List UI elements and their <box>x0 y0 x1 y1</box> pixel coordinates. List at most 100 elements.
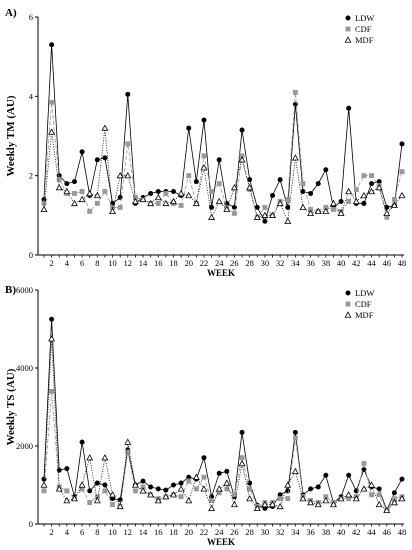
panel-a-point-cdf <box>231 210 237 216</box>
panel-a-point-ldw <box>71 179 77 185</box>
panel-b-point-ldw <box>239 429 245 435</box>
panel-b-point-mdf <box>86 454 94 461</box>
panel-b-x-tick-label: 48 <box>398 527 407 537</box>
panel-a-x-tick-label: 48 <box>398 258 407 268</box>
panel-a-point-mdf <box>116 172 124 179</box>
panel-a-point-ldw <box>209 204 215 210</box>
panel-b-y-tick-label: 4000 <box>16 363 33 373</box>
panel-a-legend-label-mdf: MDF <box>355 35 374 45</box>
panel-a-point-mdf <box>345 187 353 195</box>
panel-a-point-mdf <box>390 201 398 209</box>
panel-b-point-ldw <box>308 486 314 492</box>
panel-a-legend-marker-mdf <box>344 36 352 43</box>
panel-a-point-mdf <box>70 199 78 207</box>
panel-a-point-cdf <box>285 197 291 202</box>
panel-b-point-ldw <box>399 476 405 482</box>
panel-a-point-ldw <box>155 189 161 195</box>
panel-a-legend-label-cdf: CDF <box>355 24 372 34</box>
panel-a-point-ldw <box>125 91 131 97</box>
panel-a-point-ldw <box>94 157 100 163</box>
panel-a-point-mdf <box>223 205 231 213</box>
panel-a-y-tick-label: 0 <box>29 250 33 260</box>
panel-a-x-tick-label: 46 <box>383 258 392 268</box>
panel-b-point-ldw <box>315 484 321 490</box>
panel-b-point-mdf <box>261 500 269 508</box>
panel-b-x-tick-label: 28 <box>245 527 254 537</box>
panel-b-point-ldw <box>102 482 108 488</box>
panel-b-x-tick-label: 30 <box>261 527 270 537</box>
panel-a-point-mdf <box>253 213 261 220</box>
panel-b-x-tick-label: 18 <box>169 527 178 537</box>
panel-b-x-tick-label: 2 <box>49 527 53 537</box>
panel-a-point-mdf <box>185 191 193 199</box>
panel-b-point-cdf <box>224 486 230 492</box>
panel-b-point-mdf <box>345 491 353 498</box>
panel-b-point-mdf <box>291 467 299 474</box>
panel-a-point-ldw <box>239 127 245 133</box>
panel-b-point-ldw <box>79 439 85 445</box>
panel-b-point-ldw <box>148 484 154 490</box>
panel-b-point-cdf <box>110 502 116 507</box>
panel-a-point-ldw <box>102 155 108 161</box>
panel-a-point-cdf <box>94 200 100 206</box>
panel-a-point-cdf <box>216 181 222 187</box>
panel-b-point-mdf <box>147 491 155 498</box>
panel-a-x-tick-label: 22 <box>200 258 209 268</box>
panel-a-x-tick-label: 4 <box>65 258 70 268</box>
panel-a-point-mdf <box>238 156 246 163</box>
panel-b-point-cdf <box>87 500 93 506</box>
panel-a-point-cdf <box>353 187 359 193</box>
panel-b-point-ldw <box>87 488 93 494</box>
panel-b-point-mdf <box>276 502 284 510</box>
panel-a-y-tick-label: 4 <box>29 91 34 101</box>
panel-b-point-cdf <box>231 492 237 498</box>
panel-a-point-mdf <box>200 164 208 171</box>
panel-a-x-tick-label: 34 <box>291 258 300 268</box>
panel-b-legend-marker-mdf <box>344 311 352 318</box>
panel-b-legend-label-mdf: MDF <box>355 310 374 320</box>
panel-a-point-cdf <box>201 153 207 159</box>
panel-b-point-cdf <box>125 449 131 455</box>
panel-a-point-ldw <box>346 105 352 111</box>
panel-b-point-ldw <box>346 472 352 478</box>
panel-a-point-mdf <box>109 207 117 215</box>
panel-a-point-cdf <box>209 189 215 194</box>
panel-a-point-mdf <box>192 199 200 207</box>
panel-a-point-ldw <box>231 204 237 210</box>
panel-a-point-mdf <box>307 209 315 216</box>
panel-b-point-mdf <box>170 491 177 498</box>
panel-b-x-tick-label: 32 <box>276 527 285 537</box>
panel-b-point-cdf <box>292 435 298 441</box>
panel-b-point-mdf <box>337 495 345 502</box>
panel-a-legend-marker-ldw <box>345 15 351 21</box>
panel-b-x-tick-label: 20 <box>184 527 193 537</box>
panel-b-legend-marker-cdf <box>345 301 351 307</box>
panel-b-point-mdf <box>284 481 292 488</box>
panel-b-point-mdf <box>162 493 170 500</box>
panel-b-point-cdf <box>361 461 367 467</box>
panel-b-point-mdf <box>40 481 48 488</box>
panel-a-point-mdf <box>276 199 284 207</box>
panel-a-x-tick-label: 14 <box>139 258 148 268</box>
panel-a-x-tick-label: 10 <box>108 258 117 268</box>
panel-b-point-ldw <box>140 478 146 484</box>
panel-a-x-tick-label: 42 <box>352 258 361 268</box>
panel-b-point-mdf <box>177 485 185 492</box>
panel-a-point-cdf <box>49 99 55 105</box>
panel-a-point-mdf <box>246 183 254 191</box>
panel-a-point-ldw <box>49 42 55 48</box>
panel-a-point-ldw <box>270 193 276 199</box>
panel-b-x-tick-label: 8 <box>95 527 99 537</box>
panel-b-point-mdf <box>215 485 223 492</box>
panel-a-point-mdf <box>375 183 383 191</box>
panel-a-legend-label-ldw: LDW <box>355 13 374 23</box>
panel-a-point-mdf <box>139 195 147 203</box>
panel-b-x-tick-label: 34 <box>291 527 300 537</box>
panel-b-point-mdf <box>238 459 246 467</box>
panel-b-point-cdf <box>64 488 70 494</box>
panel-b-point-mdf <box>360 485 368 492</box>
panel-a-point-cdf <box>79 189 85 194</box>
panel-b-point-mdf <box>322 496 330 504</box>
panel-b-x-tick-label: 22 <box>200 527 209 537</box>
